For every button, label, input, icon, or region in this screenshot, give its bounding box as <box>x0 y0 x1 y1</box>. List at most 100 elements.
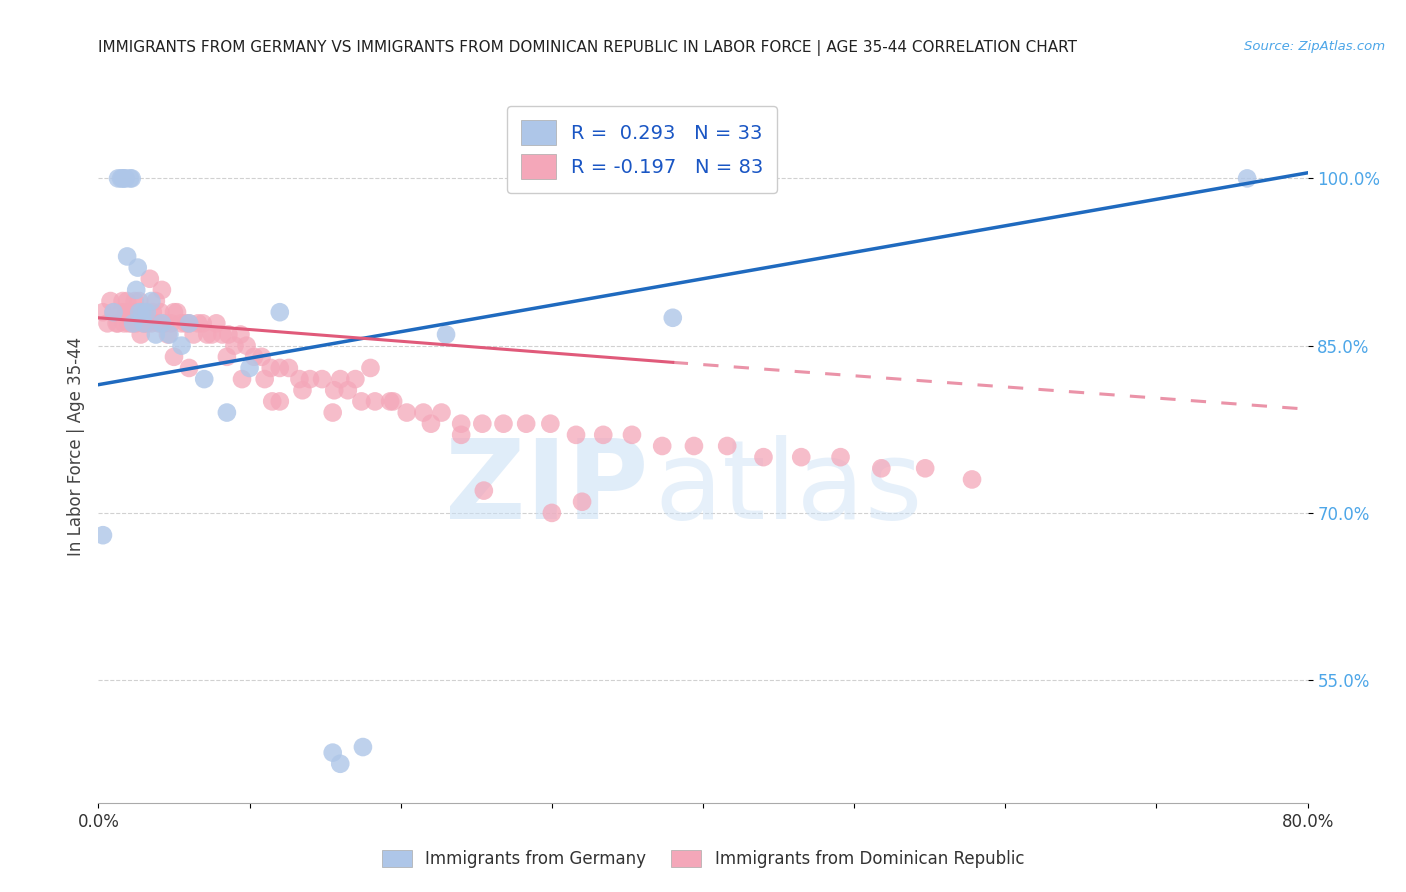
Point <box>177 317 201 331</box>
Point <box>103 305 125 319</box>
Point <box>111 294 134 309</box>
Point <box>299 372 322 386</box>
Point <box>131 305 153 319</box>
Point <box>121 317 143 331</box>
Point <box>122 317 145 331</box>
Point <box>311 372 333 386</box>
Point <box>352 740 374 755</box>
Point <box>651 439 673 453</box>
Point <box>412 405 434 420</box>
Point <box>145 327 167 342</box>
Point <box>215 405 238 420</box>
Point <box>174 317 197 331</box>
Point <box>378 394 401 409</box>
Point <box>125 317 148 331</box>
Point <box>752 450 775 465</box>
Point <box>540 506 562 520</box>
Point <box>336 384 359 398</box>
Point <box>193 372 215 386</box>
Point <box>148 317 170 331</box>
Point <box>269 305 291 319</box>
Point <box>122 305 145 319</box>
Point <box>224 339 246 353</box>
Point <box>115 250 138 264</box>
Point <box>472 483 495 498</box>
Point <box>163 305 186 319</box>
Point <box>450 417 472 431</box>
Text: IMMIGRANTS FROM GERMANY VS IMMIGRANTS FROM DOMINICAN REPUBLIC IN LABOR FORCE | A: IMMIGRANTS FROM GERMANY VS IMMIGRANTS FR… <box>98 40 1077 56</box>
Point <box>830 450 852 465</box>
Point <box>364 394 387 409</box>
Point <box>291 384 314 398</box>
Point <box>149 305 172 319</box>
Point <box>170 339 193 353</box>
Point <box>142 305 165 319</box>
Point <box>91 305 114 319</box>
Point <box>163 350 186 364</box>
Point <box>135 305 157 319</box>
Point <box>262 394 284 409</box>
Point <box>110 171 132 186</box>
Point <box>269 394 291 409</box>
Point <box>215 350 238 364</box>
Point <box>571 495 593 509</box>
Point <box>1236 171 1258 186</box>
Point <box>153 317 176 331</box>
Point <box>683 439 706 453</box>
Point <box>211 327 233 342</box>
Point <box>125 283 148 297</box>
Point <box>231 372 253 386</box>
Legend: R =  0.293   N = 33, R = -0.197   N = 83: R = 0.293 N = 33, R = -0.197 N = 83 <box>508 106 778 193</box>
Point <box>716 439 738 453</box>
Point <box>250 350 273 364</box>
Point <box>141 294 163 309</box>
Point <box>141 317 163 331</box>
Y-axis label: In Labor Force | Age 35-44: In Labor Force | Age 35-44 <box>66 336 84 556</box>
Point <box>110 305 132 319</box>
Point <box>159 327 181 342</box>
Point <box>112 171 135 186</box>
Point <box>382 394 405 409</box>
Point <box>150 283 173 297</box>
Point <box>132 317 155 331</box>
Point <box>322 405 344 420</box>
Point <box>471 417 494 431</box>
Point <box>127 305 149 319</box>
Point <box>538 417 561 431</box>
Point <box>100 294 122 309</box>
Point <box>870 461 893 475</box>
Legend: Immigrants from Germany, Immigrants from Dominican Republic: Immigrants from Germany, Immigrants from… <box>375 843 1031 875</box>
Point <box>166 305 188 319</box>
Point <box>115 294 138 309</box>
Point <box>124 294 146 309</box>
Point <box>129 327 152 342</box>
Point <box>450 428 472 442</box>
Point <box>960 473 983 487</box>
Point <box>201 327 224 342</box>
Point <box>132 317 155 331</box>
Point <box>914 461 936 475</box>
Point <box>360 361 382 376</box>
Point <box>277 361 299 376</box>
Point <box>217 327 239 342</box>
Point <box>235 339 257 353</box>
Point <box>620 428 643 442</box>
Point <box>145 294 167 309</box>
Point <box>105 317 128 331</box>
Point <box>434 327 457 342</box>
Point <box>112 317 135 331</box>
Point <box>120 171 142 186</box>
Point <box>114 305 136 319</box>
Point <box>322 746 344 760</box>
Point <box>160 317 183 331</box>
Point <box>592 428 614 442</box>
Point <box>118 317 141 331</box>
Point <box>139 271 162 285</box>
Point <box>96 317 118 331</box>
Point <box>135 317 157 331</box>
Point <box>128 294 150 309</box>
Point <box>661 310 683 325</box>
Point <box>239 361 262 376</box>
Point <box>187 317 209 331</box>
Point <box>111 171 134 186</box>
